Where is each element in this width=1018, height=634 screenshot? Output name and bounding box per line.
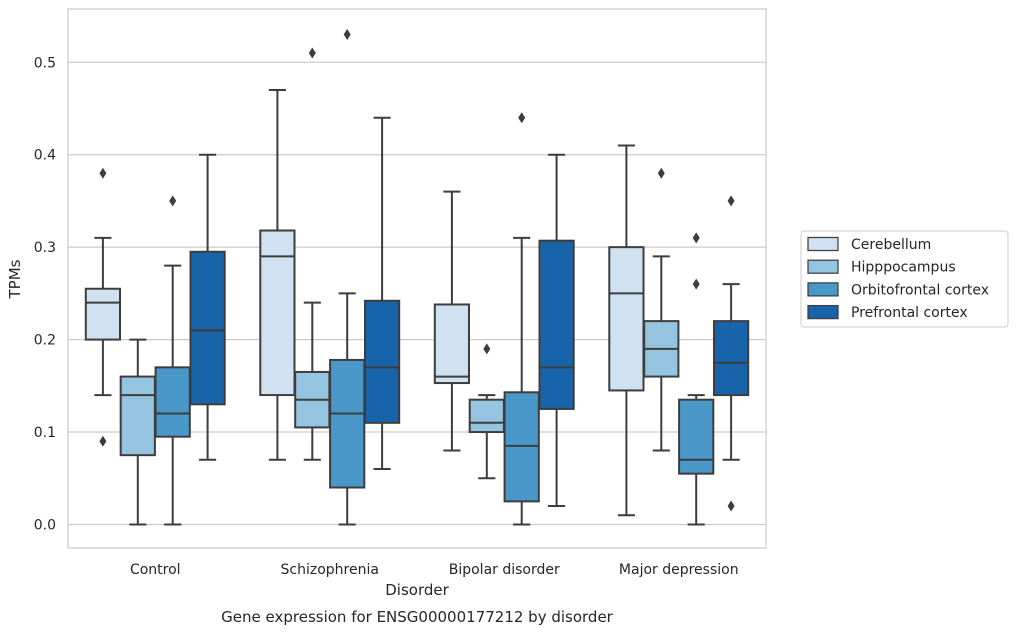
box-0-3 [608, 144, 645, 517]
box [433, 303, 471, 385]
box-2-3 [678, 232, 715, 526]
x-tick-label: Control [130, 562, 181, 578]
box [608, 246, 645, 392]
box-3-1 [363, 116, 401, 471]
outlier-marker [169, 195, 177, 207]
legend-swatch [807, 282, 839, 297]
legend-swatch [807, 259, 839, 274]
legend-label: Prefrontal cortex [851, 305, 968, 321]
outlier-marker [99, 435, 107, 447]
y-tick-label: 0.4 [34, 148, 56, 164]
box [678, 398, 715, 475]
legend-label: Hipppocampus [851, 260, 956, 276]
box-2-0 [154, 195, 191, 526]
outlier-marker [518, 112, 526, 124]
outlier-marker [692, 232, 700, 244]
outlier-marker [483, 343, 491, 355]
box [84, 287, 122, 341]
outlier-marker [308, 47, 316, 59]
box-3-2 [538, 153, 575, 508]
box [329, 358, 366, 489]
y-axis-label: TPMs [6, 259, 24, 299]
legend-frame [800, 230, 1009, 328]
y-tick-label: 0.3 [34, 240, 56, 256]
legend-label: Cerebellum [851, 237, 931, 253]
box [468, 398, 505, 434]
x-tick-label: Major depression [619, 562, 739, 578]
outlier-marker [727, 500, 735, 512]
box-0-0 [84, 167, 122, 447]
box [189, 250, 226, 406]
box-3-0 [189, 153, 226, 461]
box-0-1 [259, 88, 296, 461]
x-tick-label: Schizophrenia [281, 562, 379, 578]
x-tick-label: Bipolar disorder [449, 562, 560, 578]
y-tick-label: 0.0 [34, 518, 56, 534]
outlier-marker [727, 195, 735, 207]
box-1-1 [294, 47, 331, 461]
y-tick-labels: 0.0 0.1 0.2 0.3 0.4 0.5 [34, 55, 56, 533]
chart-title: Gene expression for ENSG00000177212 by d… [221, 608, 614, 626]
box-1-2 [468, 343, 505, 480]
y-tick-label: 0.2 [34, 333, 56, 349]
box [363, 299, 401, 424]
boxes [84, 29, 750, 526]
box [119, 375, 156, 457]
outlier-marker [99, 167, 107, 179]
box-1-3 [643, 167, 680, 452]
legend: Cerebellum Hipppocampus Orbitofrontal cort… [800, 230, 1009, 328]
box-2-2 [503, 112, 540, 526]
legend-swatch [807, 236, 839, 252]
x-tick-labels: Control Schizophrenia Bipolar disorder Majo… [130, 562, 739, 578]
box [259, 229, 296, 397]
outlier-marker [692, 278, 700, 290]
legend-label: Orbitofrontal cortex [851, 282, 989, 298]
outlier-marker [657, 167, 665, 179]
y-tick-label: 0.5 [34, 55, 56, 71]
y-tick-label: 0.1 [34, 425, 56, 441]
box-3-3 [712, 195, 750, 512]
legend-swatch [807, 304, 839, 320]
x-axis-label: Disorder [385, 581, 449, 599]
box-1-0 [119, 338, 156, 526]
box [538, 239, 575, 410]
box [712, 320, 750, 397]
box-0-2 [433, 190, 471, 452]
box [154, 366, 191, 438]
plot-area [67, 8, 767, 549]
outlier-marker [343, 29, 351, 41]
